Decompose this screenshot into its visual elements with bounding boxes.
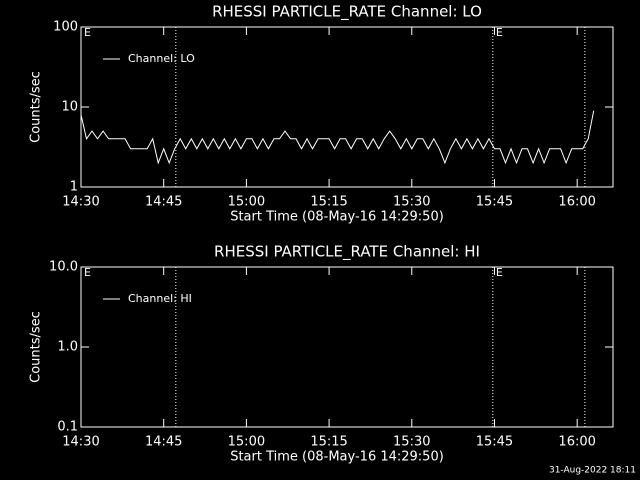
- y-tick-label: 1: [70, 180, 78, 195]
- chart-title: RHESSI PARTICLE_RATE Channel: HI: [214, 243, 480, 262]
- x-tick-label: 15:15: [310, 435, 347, 450]
- y-axis-label: Counts/sec: [29, 71, 44, 143]
- x-tick-label: 16:00: [558, 435, 595, 450]
- y-tick-label: 100: [53, 20, 78, 35]
- annotation: E: [496, 26, 503, 39]
- footer: 31-Aug-2022 18:11: [549, 466, 636, 476]
- plot-frame: [80, 266, 614, 428]
- x-tick-label: 14:45: [145, 195, 182, 210]
- x-axis-label: Start Time (08-May-16 14:29:50): [230, 450, 444, 465]
- chart-title: RHESSI PARTICLE_RATE Channel: LO: [212, 3, 482, 22]
- x-tick-label: 14:45: [145, 435, 182, 450]
- x-axis-label: Start Time (08-May-16 14:29:50): [230, 210, 444, 225]
- x-tick-label: 15:45: [476, 435, 513, 450]
- legend-label: Channel: LO: [128, 52, 195, 65]
- x-tick-label: 15:15: [310, 195, 347, 210]
- x-tick-label: 15:45: [476, 195, 513, 210]
- annotation: E: [496, 266, 503, 279]
- x-tick-label: 16:00: [558, 195, 595, 210]
- y-tick-label: 1.0: [57, 340, 78, 355]
- annotation: E: [84, 266, 91, 279]
- x-tick-label: 14:30: [62, 195, 99, 210]
- y-tick-label: 0.1: [57, 420, 78, 435]
- y-axis-label: Counts/sec: [29, 311, 44, 383]
- data-line: [80, 110, 595, 165]
- x-tick-label: 15:00: [228, 195, 265, 210]
- x-tick-label: 14:30: [62, 435, 99, 450]
- x-tick-label: 15:30: [393, 195, 430, 210]
- legend-label: Channel: HI: [128, 292, 192, 305]
- x-tick-label: 15:00: [228, 435, 265, 450]
- annotation: E: [84, 26, 91, 39]
- y-tick-label: 10: [61, 100, 78, 115]
- y-tick-label: 10.0: [49, 260, 78, 275]
- x-tick-label: 15:30: [393, 435, 430, 450]
